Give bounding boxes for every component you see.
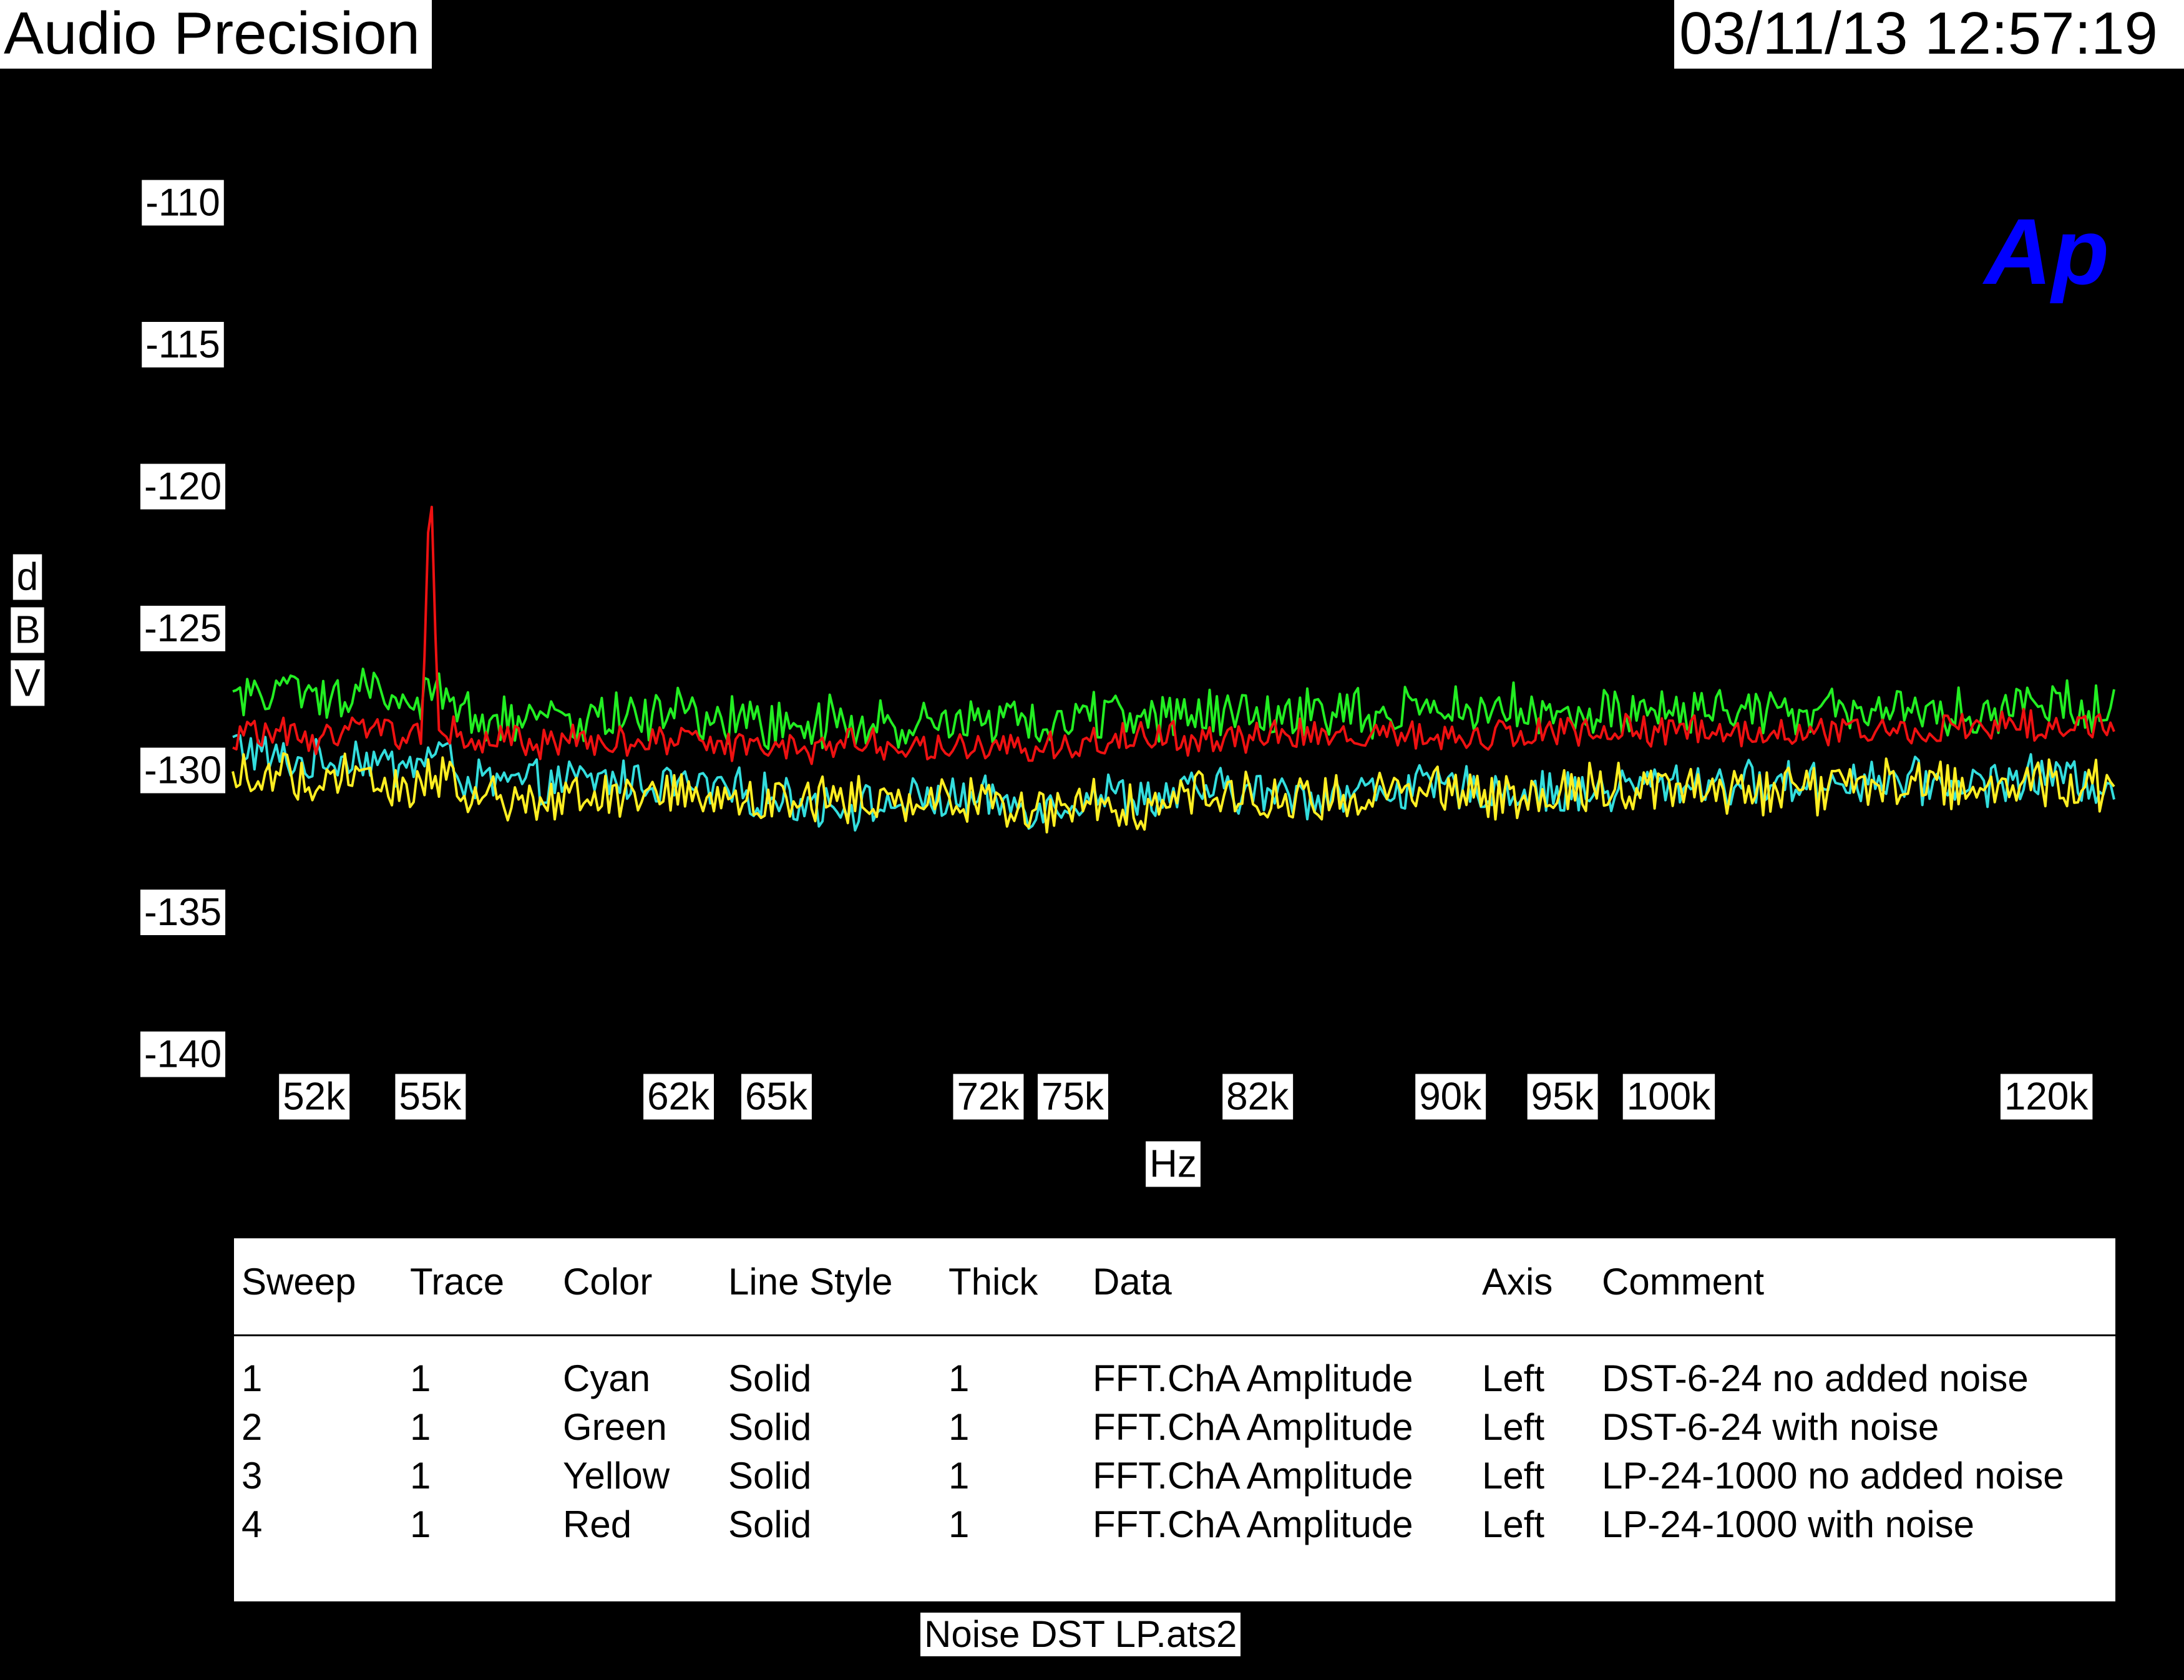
legend-cell: DST-6-24 with noise <box>1602 1406 1939 1448</box>
x-tick-label: 82k <box>1226 1075 1289 1119</box>
legend-cell: FFT.ChA Amplitude <box>1093 1406 1413 1448</box>
x-tick-label-box <box>953 1074 1024 1120</box>
legend-header-thick: Thick <box>948 1261 1038 1303</box>
spectrum-chart: -110 -115 -120 -125 -130 -135 -140 dBV 52k 55k 62k… <box>11 180 2115 1187</box>
y-tick-label-box <box>142 322 224 367</box>
legend-cell: 2 <box>241 1406 263 1448</box>
x-tick-label: 90k <box>1419 1075 1482 1119</box>
x-tick-label: 62k <box>647 1075 710 1119</box>
legend-header-line-style: Line Style <box>728 1261 893 1303</box>
x-tick-label-box <box>1037 1074 1108 1120</box>
legend-cell: 1 <box>410 1503 431 1545</box>
legend-cell: 1 <box>948 1455 970 1497</box>
y-tick-label: -110 <box>145 182 220 225</box>
legend-cell: 1 <box>948 1406 970 1448</box>
y-tick-label-box <box>140 606 226 651</box>
legend-header-comment: Comment <box>1602 1261 1765 1303</box>
series-line-4 <box>232 505 2115 765</box>
legend-header-divider <box>234 1334 2115 1336</box>
y-tick-label-box <box>140 890 226 935</box>
legend-header-axis: Axis <box>1482 1261 1553 1303</box>
legend-header-data: Data <box>1093 1261 1172 1303</box>
legend-header-sweep: Sweep <box>241 1261 356 1303</box>
y-axis-label-letter: V <box>14 662 41 705</box>
timestamp: 03/11/13 12:57:19 <box>1674 0 2184 69</box>
y-tick-label-box <box>140 464 226 510</box>
legend-cell: Solid <box>728 1455 812 1497</box>
y-tick-label: -140 <box>144 1033 222 1076</box>
legend-cell: Left <box>1482 1503 1545 1545</box>
x-tick-label-box <box>1527 1074 1598 1120</box>
y-axis-label-letter: B <box>14 609 40 652</box>
legend-cell: Green <box>563 1406 667 1448</box>
y-tick-label-box <box>140 747 226 794</box>
ap-logo: Ap <box>1982 199 2109 304</box>
x-tick-label-box <box>395 1074 466 1120</box>
legend-table: Sweep Trace Color Line Style Thick Data Axis Co… <box>234 1238 2115 1601</box>
y-tick-label-box <box>140 1031 226 1077</box>
x-tick-label-box <box>1222 1074 1294 1120</box>
legend-cell: Cyan <box>563 1357 651 1399</box>
series-line-2 <box>232 668 2115 750</box>
legend-cell: 3 <box>241 1455 263 1497</box>
x-tick-label: 95k <box>1531 1075 1594 1119</box>
legend-cell: 1 <box>241 1357 263 1399</box>
legend-cell: LP-24-1000 with noise <box>1602 1503 1975 1545</box>
legend-cell: 1 <box>410 1357 431 1399</box>
legend-cell: 1 <box>410 1406 431 1448</box>
x-tick-label-box <box>279 1074 350 1120</box>
legend-cell: LP-24-1000 no added noise <box>1602 1455 2064 1497</box>
series-line-3 <box>232 752 2115 833</box>
x-tick-label-box <box>1415 1074 1486 1120</box>
legend-cell: Solid <box>728 1357 812 1399</box>
legend-cell: FFT.ChA Amplitude <box>1093 1503 1413 1545</box>
x-tick-label: 52k <box>283 1075 346 1119</box>
file-caption: Noise DST LP.ats2 <box>920 1613 1241 1656</box>
x-axis-label: Hz <box>1149 1143 1197 1186</box>
app-title: Audio Precision <box>0 0 432 69</box>
y-tick-label: -130 <box>144 749 222 792</box>
x-tick-label: 72k <box>957 1075 1020 1119</box>
y-tick-label: -115 <box>145 323 220 366</box>
series-line-1 <box>232 734 2115 832</box>
legend-cell: 1 <box>948 1357 970 1399</box>
legend-header-trace: Trace <box>410 1261 505 1303</box>
x-tick-label: 100k <box>1627 1075 1711 1119</box>
legend-header-color: Color <box>563 1261 653 1303</box>
y-tick-label: -125 <box>144 607 222 650</box>
x-tick-label: 65k <box>745 1075 808 1119</box>
legend-cell: DST-6-24 no added noise <box>1602 1357 2029 1399</box>
x-tick-label-box <box>643 1074 714 1120</box>
y-tick-label: -120 <box>144 465 222 508</box>
x-tick-label-box <box>2000 1074 2093 1120</box>
legend-cell: 4 <box>241 1503 263 1545</box>
y-axis-label-letter-box <box>11 607 44 653</box>
y-axis-label-letter-box <box>12 554 42 600</box>
legend-cell: Left <box>1482 1406 1545 1448</box>
y-axis-label-letter: d <box>17 556 38 599</box>
x-tick-label: 55k <box>399 1075 462 1119</box>
legend-cell: Yellow <box>563 1455 670 1497</box>
legend-cell: FFT.ChA Amplitude <box>1093 1455 1413 1497</box>
x-tick-label-box <box>741 1074 812 1120</box>
y-tick-label-box <box>142 180 224 226</box>
legend-cell: 1 <box>948 1503 970 1545</box>
legend-cell: Left <box>1482 1455 1545 1497</box>
legend-cell: FFT.ChA Amplitude <box>1093 1357 1413 1399</box>
legend-cell: Red <box>563 1503 632 1545</box>
y-axis-label-letter-box <box>11 660 45 706</box>
y-tick-label: -135 <box>144 891 222 934</box>
x-axis-label-box <box>1146 1141 1201 1187</box>
legend-cell: Solid <box>728 1406 812 1448</box>
legend-cell: Left <box>1482 1357 1545 1399</box>
x-tick-label: 75k <box>1041 1075 1104 1119</box>
x-tick-label: 120k <box>2004 1075 2089 1119</box>
legend-cell: 1 <box>410 1455 431 1497</box>
x-tick-label-box <box>1622 1074 1715 1120</box>
legend-cell: Solid <box>728 1503 812 1545</box>
